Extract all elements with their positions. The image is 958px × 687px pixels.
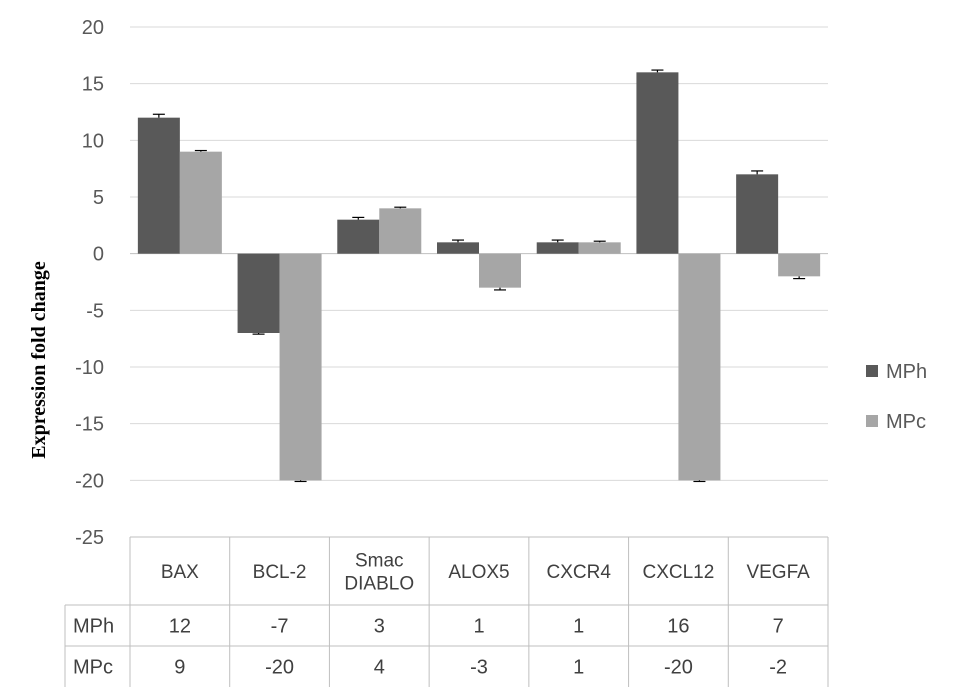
bar-mph bbox=[636, 72, 679, 254]
bar-mph bbox=[736, 174, 779, 254]
y-tick-label: -10 bbox=[75, 357, 104, 379]
legend-item-mpc: MPc bbox=[866, 411, 926, 433]
table-cell: 4 bbox=[374, 657, 385, 679]
table-cell: 12 bbox=[169, 616, 191, 638]
bar-mph bbox=[437, 242, 479, 254]
y-tick-label: -15 bbox=[75, 414, 104, 436]
y-tick-label: 20 bbox=[82, 17, 104, 39]
error-bar bbox=[494, 287, 506, 291]
bar-mpc bbox=[479, 253, 521, 288]
table-row-label: MPh bbox=[73, 616, 114, 638]
error-bar bbox=[194, 149, 207, 152]
table-cell: 1 bbox=[573, 616, 584, 638]
bar-mpc bbox=[678, 253, 721, 481]
y-tick-label: 10 bbox=[82, 130, 104, 152]
legend-swatch bbox=[866, 365, 878, 377]
bar-mph bbox=[337, 219, 380, 254]
y-tick-label: -20 bbox=[75, 470, 104, 492]
error-bar bbox=[751, 170, 764, 175]
bar-mph bbox=[137, 117, 180, 254]
bar-mpc bbox=[379, 208, 422, 254]
error-bar bbox=[793, 276, 806, 280]
error-bar bbox=[452, 239, 464, 243]
table-cell: 1 bbox=[573, 657, 584, 679]
svg-text:MPh: MPh bbox=[73, 616, 114, 638]
category-label: CXCL12 bbox=[643, 562, 715, 583]
y-tick-label: 0 bbox=[93, 244, 104, 266]
bar-mpc bbox=[578, 242, 621, 254]
error-bar bbox=[294, 480, 307, 483]
legend-item-mph: MPh bbox=[866, 361, 927, 383]
category-label: BAX bbox=[161, 562, 199, 583]
category-label: CXCR4 bbox=[547, 562, 612, 583]
error-bar bbox=[352, 216, 365, 220]
bar-mph bbox=[536, 242, 579, 254]
bar-mpc bbox=[279, 253, 322, 481]
legend-label: MPh bbox=[886, 361, 927, 383]
table-cell: 3 bbox=[374, 616, 385, 638]
bar-mph bbox=[237, 253, 280, 333]
table-cell: 7 bbox=[773, 616, 784, 638]
y-axis-tick-labels: 20 15 10 5 0 -5 -10 -15 -20 -25 bbox=[75, 17, 104, 549]
legend-swatch bbox=[866, 415, 878, 427]
table-cell: -3 bbox=[470, 657, 488, 679]
legend-label: MPc bbox=[886, 411, 926, 433]
error-bar bbox=[593, 240, 606, 243]
error-bar bbox=[651, 69, 664, 73]
legend: MPh MPc bbox=[866, 361, 927, 433]
table-cell: -20 bbox=[664, 657, 693, 679]
bar-mpc bbox=[778, 253, 821, 277]
y-tick-label: 5 bbox=[93, 187, 104, 209]
category-label: ALOX5 bbox=[448, 562, 509, 583]
y-axis-label: Expression fold change bbox=[28, 261, 50, 459]
table-cell: -20 bbox=[265, 657, 294, 679]
error-bar bbox=[152, 113, 165, 118]
category-label: BCL-2 bbox=[253, 562, 307, 583]
svg-text:MPc: MPc bbox=[73, 657, 113, 679]
table-cell: -2 bbox=[769, 657, 787, 679]
bar-mpc bbox=[179, 151, 222, 254]
error-bar bbox=[252, 333, 265, 335]
category-label: VEGFA bbox=[746, 562, 810, 583]
category-label: DIABLO bbox=[344, 574, 414, 595]
table-cell: 16 bbox=[667, 616, 689, 638]
table-cell: 1 bbox=[473, 616, 484, 638]
y-tick-label: 15 bbox=[82, 74, 104, 96]
error-bar bbox=[693, 480, 706, 483]
bars bbox=[137, 69, 821, 483]
table-row-label: MPc bbox=[73, 657, 113, 679]
category-label: Smac bbox=[355, 551, 404, 572]
table-cell: 9 bbox=[174, 657, 185, 679]
error-bar bbox=[394, 206, 407, 209]
y-tick-label: -5 bbox=[86, 300, 104, 322]
y-tick-label: -25 bbox=[75, 527, 104, 549]
table-cell: -7 bbox=[271, 616, 289, 638]
error-bar bbox=[551, 239, 564, 243]
